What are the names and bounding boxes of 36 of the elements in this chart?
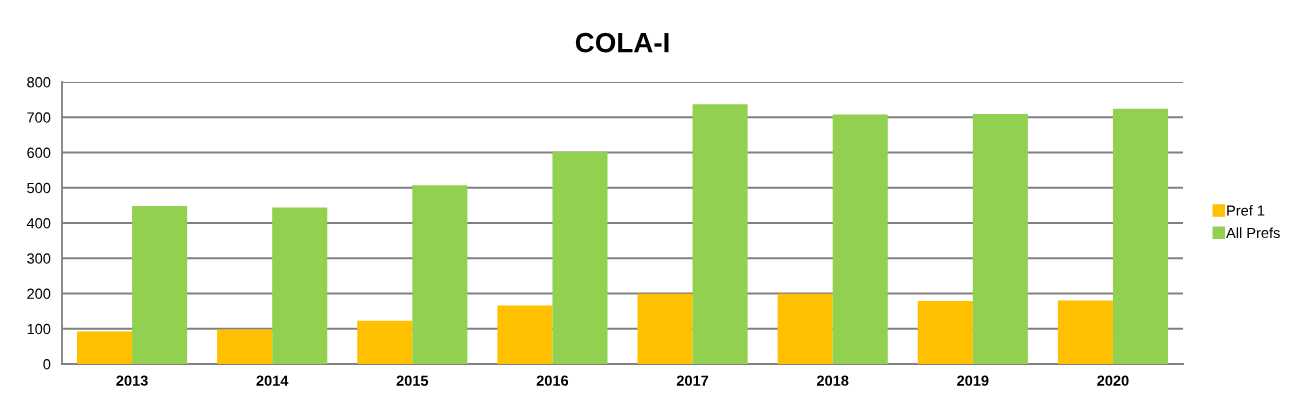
bar [1057, 300, 1113, 364]
bar [412, 185, 468, 364]
y-tick-label: 700 [27, 112, 51, 123]
bar [777, 293, 833, 364]
y-tick-label: 300 [27, 253, 51, 264]
bar [272, 207, 328, 364]
x-tick-label: 2015 [396, 375, 429, 386]
x-tick-label: 2019 [957, 375, 989, 386]
x-tick-label: 2016 [536, 375, 569, 386]
bar [132, 206, 188, 364]
legend-label: Pref 1 [1227, 205, 1265, 216]
x-tick-label: 2017 [676, 375, 709, 386]
x-tick-label: 2018 [816, 375, 849, 386]
bar [832, 114, 888, 364]
bar [217, 329, 273, 364]
y-tick-label: 800 [27, 77, 51, 88]
y-tick-label: 200 [27, 288, 51, 299]
bar [692, 104, 748, 364]
legend-label: All Prefs [1226, 227, 1280, 239]
x-tick-label: 2020 [1097, 375, 1129, 386]
bar [917, 300, 973, 364]
y-tick-label: 400 [26, 218, 51, 229]
bar [357, 320, 413, 364]
bar [76, 331, 133, 364]
y-tick-label: 500 [27, 182, 51, 194]
y-tick-label: 0 [43, 359, 51, 370]
bar [497, 305, 553, 364]
bar [552, 151, 608, 364]
x-tick-label: 2013 [116, 375, 148, 386]
bar [972, 114, 1028, 364]
y-tick-label: 100 [27, 323, 51, 335]
x-tick-label: 2014 [256, 375, 289, 386]
chart-title: COLA-I [575, 32, 669, 53]
bar [637, 293, 693, 364]
bar [1112, 108, 1169, 364]
y-tick-label: 600 [27, 147, 51, 158]
